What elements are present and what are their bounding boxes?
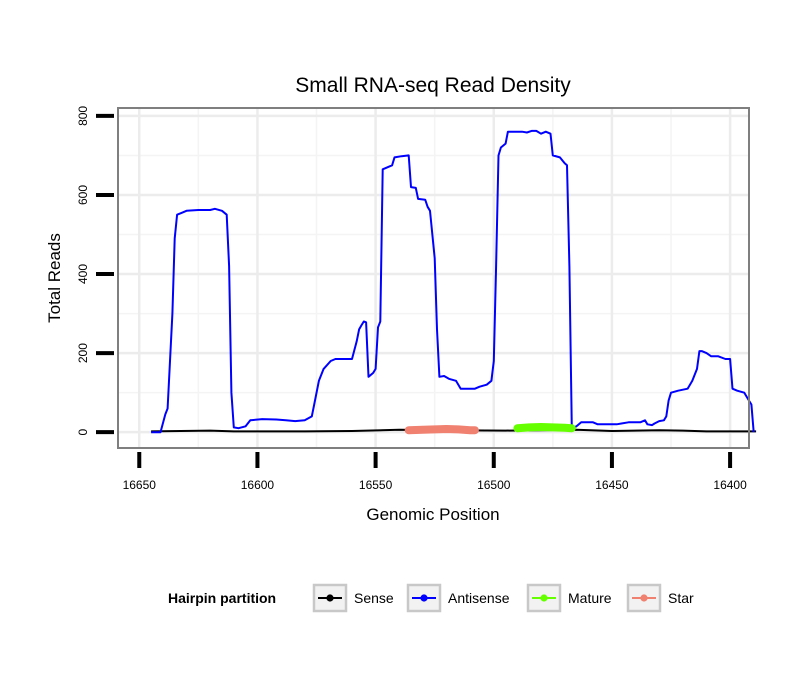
y-tick-label: 400 [76,264,90,284]
chart-title: Small RNA-seq Read Density [295,74,571,97]
panel-border [117,107,750,449]
legend: Hairpin partition Sense Antisense Mature St… [168,583,694,613]
series-line-star [404,425,479,435]
legend-key-point [640,594,648,602]
series-layer [151,129,757,435]
x-axis-title: Genomic Position [366,505,499,524]
series-line-sense [151,428,757,433]
legend-key-point [326,594,334,602]
y-tick-label: 200 [76,343,90,363]
axis-layer: 0 200 400 600 800 16650 16600 16550 16500 16450 16… [76,106,747,492]
x-tick-label: 16650 [123,478,157,492]
y-tick-label: 800 [76,106,90,126]
grid-layer [118,108,749,448]
y-tick-label: 600 [76,185,90,205]
legend-label-sense: Sense [354,590,394,606]
legend-label-antisense: Antisense [448,590,510,606]
legend-label-mature: Mature [568,590,612,606]
x-tick-label: 16550 [359,478,393,492]
y-tick-label: 0 [76,429,90,436]
legend-label-star: Star [668,590,694,606]
y-axis-title: Total Reads [45,233,64,323]
x-tick-label: 16400 [713,478,747,492]
x-tick-label: 16450 [595,478,629,492]
legend-title: Hairpin partition [168,590,276,606]
series-line-mature [513,423,576,433]
x-tick-label: 16500 [477,478,511,492]
legend-key-point [540,594,548,602]
series-line-antisense [151,129,755,434]
legend-key-point [420,594,428,602]
x-tick-label: 16600 [241,478,275,492]
